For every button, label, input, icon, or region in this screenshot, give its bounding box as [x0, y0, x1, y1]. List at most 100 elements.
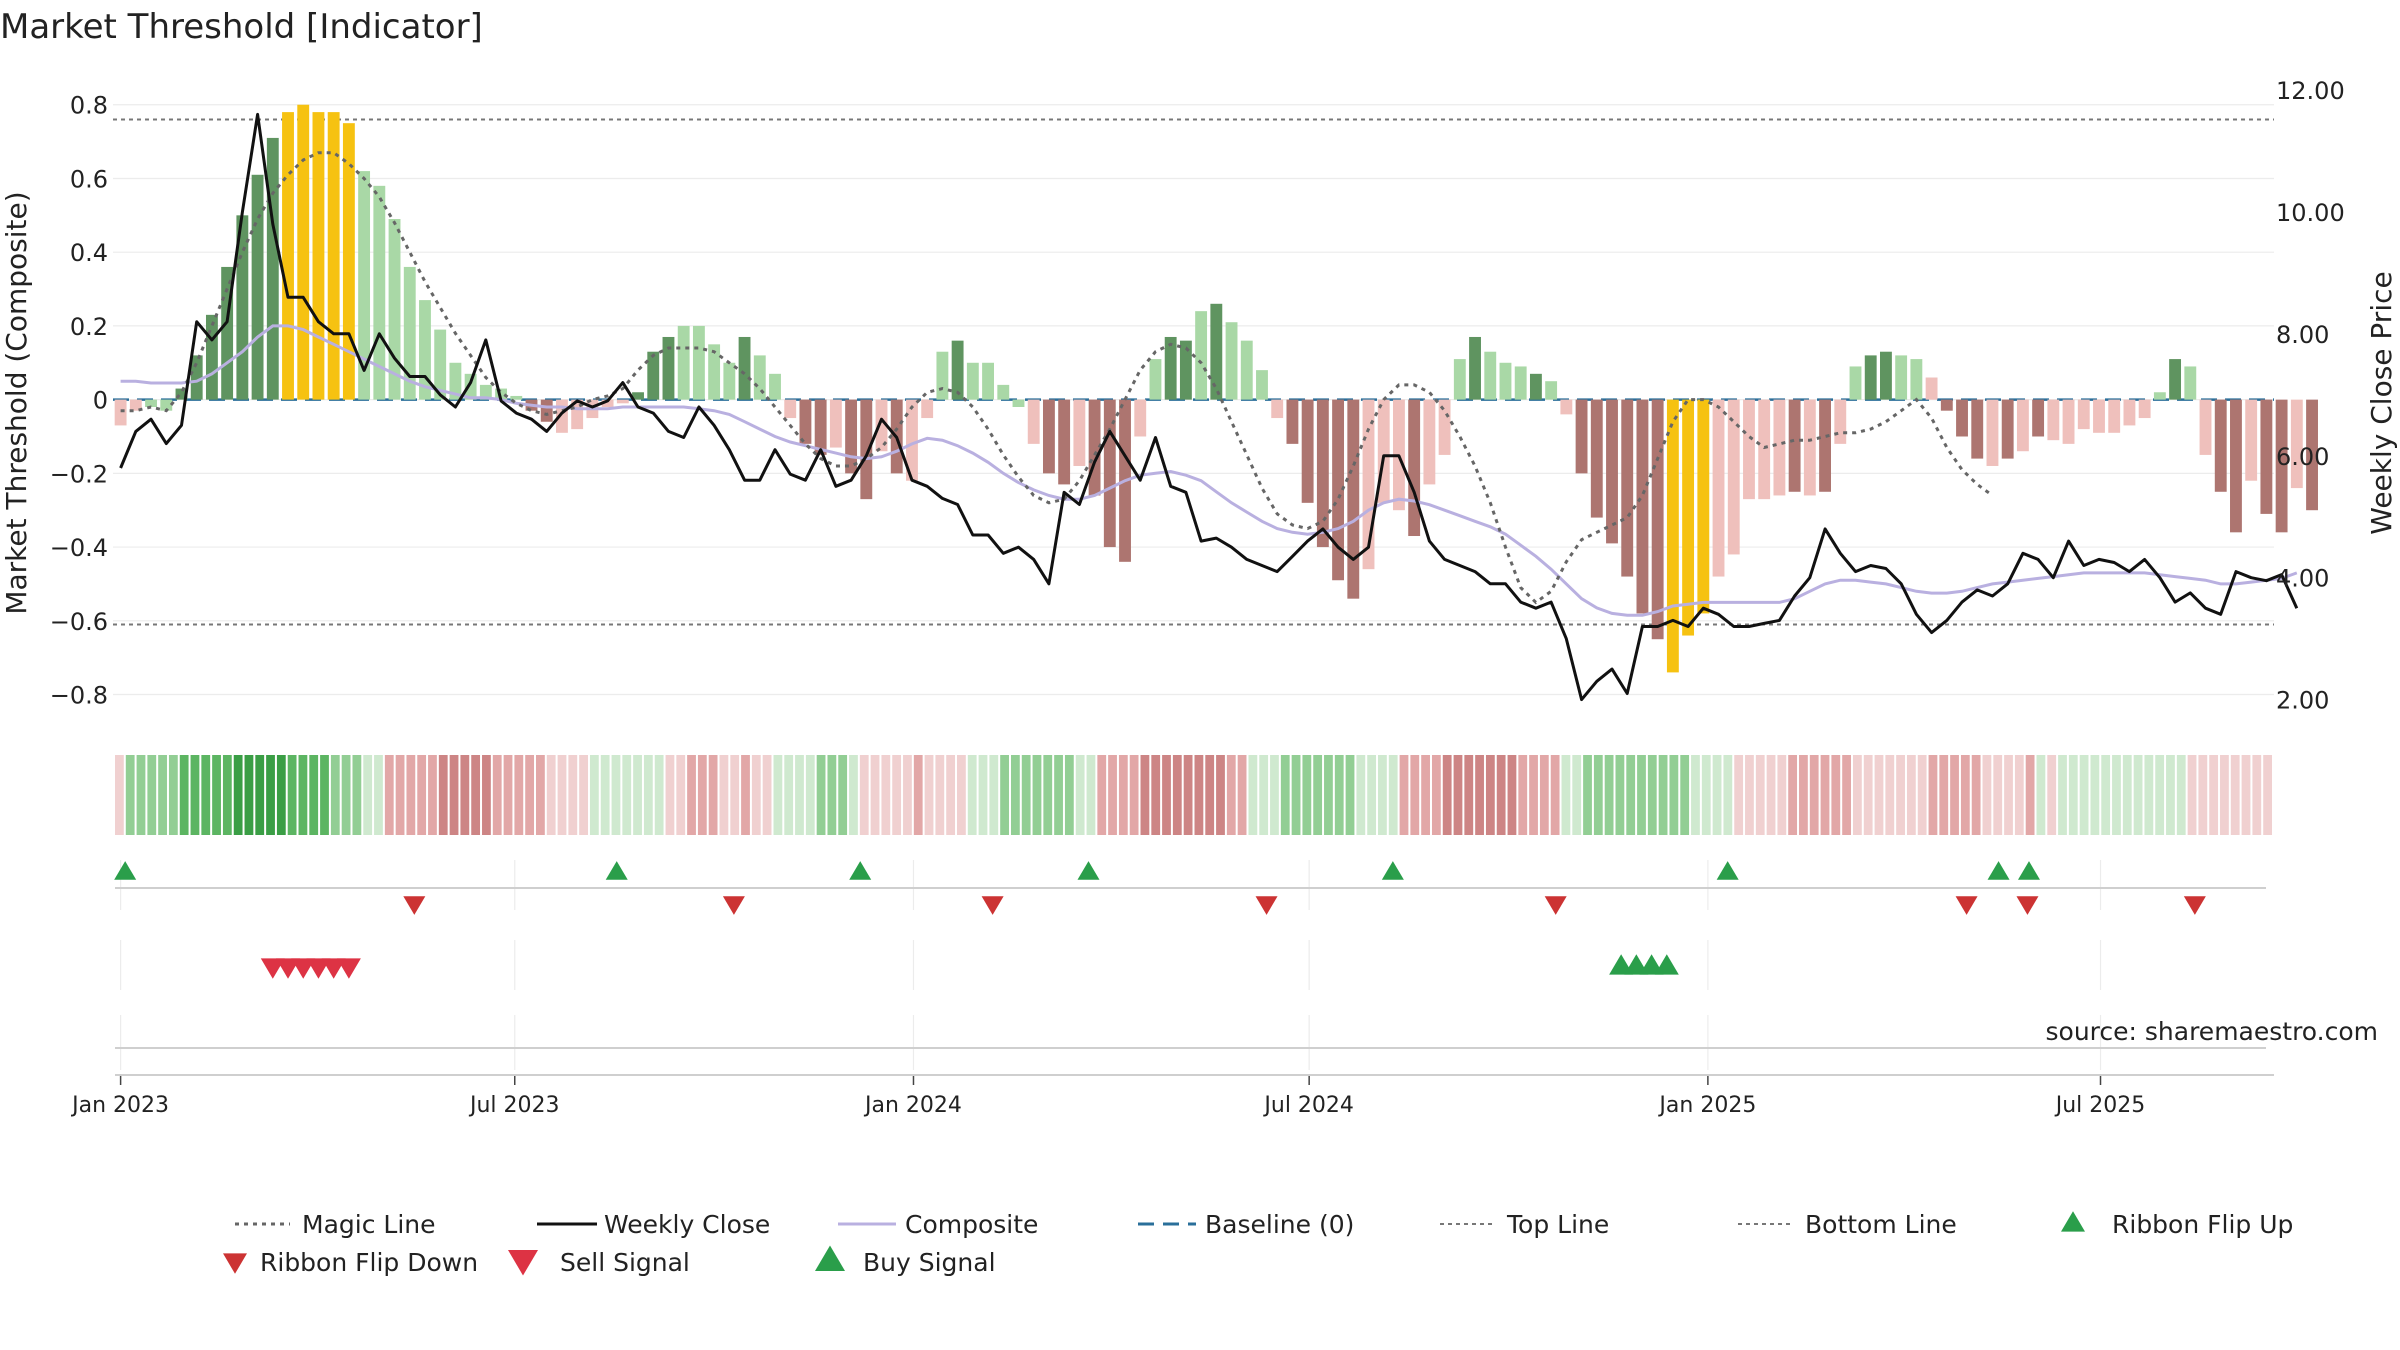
ribbon-cell — [1108, 755, 1117, 835]
x-tick-label: Jan 2023 — [70, 1093, 169, 1118]
ribbon-cell — [1939, 755, 1949, 835]
x-tick-label: Jul 2024 — [1262, 1093, 1354, 1118]
ribbon-flip-up-marker — [1987, 861, 2010, 880]
ribbon-cell — [589, 755, 599, 835]
composite-bar — [1332, 399, 1345, 581]
ribbon-cell — [503, 755, 513, 835]
composite-bar — [1195, 311, 1208, 400]
sell-signal-marker — [321, 958, 346, 979]
ribbon-cell — [1669, 755, 1679, 835]
composite-bar — [677, 325, 690, 400]
composite-bar — [616, 399, 629, 404]
ribbon-cell — [795, 755, 804, 835]
composite-bar — [951, 340, 964, 400]
ribbon-cell — [1572, 755, 1582, 835]
ribbon-cell — [1248, 755, 1258, 835]
ribbon-flip-down-marker — [1544, 896, 1567, 915]
x-axis: Jan 2023 Jul 2023 Jan 2024 Jul 2024 Jan 2025… — [70, 1074, 2274, 1118]
composite-bar — [1469, 336, 1481, 400]
ribbon-cell — [1960, 755, 1970, 835]
ribbon-cell — [1561, 755, 1571, 835]
composite-bar — [373, 185, 386, 400]
ribbon-cell — [622, 755, 632, 835]
ribbon-cell — [546, 755, 556, 835]
ribbon-cell — [1151, 755, 1161, 835]
legend-label: Sell Signal — [560, 1248, 690, 1277]
ribbon-cell — [1129, 755, 1139, 835]
ribbon-cell — [665, 755, 675, 835]
ribbon-cell — [147, 755, 157, 835]
ribbon-cell — [1550, 755, 1560, 835]
ribbon-cell — [1604, 755, 1614, 835]
ribbon-cell — [1820, 755, 1830, 835]
ribbon-cell — [1367, 755, 1377, 835]
composite-bar — [1027, 399, 1040, 444]
composite-bar — [1864, 355, 1877, 400]
ribbon-cell — [2036, 755, 2046, 835]
composite-bar — [1560, 399, 1573, 415]
ribbon-cell — [784, 755, 794, 835]
composite-bar — [266, 137, 279, 400]
legend-swatch-ribbon-flip-up — [2061, 1211, 2085, 1232]
composite-bar — [1849, 366, 1862, 400]
y-tick-label: 0.2 — [70, 313, 108, 341]
ribbon-cell — [1356, 755, 1366, 835]
composite-bar — [1058, 399, 1071, 485]
composite-bar — [1940, 399, 1953, 411]
ribbon-cell — [320, 755, 329, 835]
ribbon-cell — [946, 755, 956, 835]
composite-bar — [1621, 399, 1634, 577]
composite-bar — [1971, 399, 1984, 459]
ribbon-cell — [849, 755, 858, 835]
ribbon-cell — [384, 755, 394, 835]
composite-bar — [936, 351, 949, 400]
ribbon-cell — [244, 755, 254, 835]
composite-bar — [1773, 399, 1786, 496]
composite-bar — [312, 112, 325, 400]
ribbon-cell — [1712, 755, 1722, 835]
composite-bar — [1666, 399, 1679, 673]
ribbon-cell — [859, 755, 869, 835]
ribbon-cell — [773, 755, 783, 835]
ribbon-cell — [1097, 755, 1107, 835]
composite-bar — [434, 329, 447, 400]
ribbon-cell — [1766, 755, 1776, 835]
ribbon-cell — [924, 755, 934, 835]
composite-bar — [251, 174, 264, 400]
composite-bar — [160, 399, 173, 411]
composite-bar — [2275, 399, 2288, 533]
ribbon-cell — [2112, 755, 2121, 835]
y2-tick-label: 4.00 — [2276, 565, 2329, 593]
composite-bar — [1529, 373, 1542, 400]
composite-bar — [2123, 399, 2136, 426]
y-tick-label: 0.6 — [70, 165, 108, 193]
ribbon-cell — [978, 755, 988, 835]
ribbon-cell — [805, 755, 815, 835]
y-axis-right: 12.00 10.00 8.00 6.00 4.00 2.00 — [2276, 77, 2345, 715]
ribbon-cell — [115, 755, 124, 835]
ribbon-cell — [2101, 755, 2111, 835]
composite-bar — [601, 399, 614, 407]
ribbon-cell — [492, 755, 502, 835]
ribbon-cell — [2058, 755, 2067, 835]
legend-label: Ribbon Flip Down — [260, 1248, 478, 1277]
ribbon-cell — [266, 755, 275, 835]
ribbon-cell — [374, 755, 383, 835]
ribbon-cell — [708, 755, 718, 835]
ribbon-cell — [341, 755, 351, 835]
ribbon-cell — [719, 755, 729, 835]
ribbon-cell — [276, 755, 286, 835]
y2-tick-label: 8.00 — [2276, 321, 2329, 349]
composite-bar — [2214, 399, 2227, 492]
legend-label: Weekly Close — [604, 1210, 770, 1239]
ribbon-cell — [1647, 755, 1657, 835]
composite-bar — [1819, 399, 1831, 492]
composite-bar — [1316, 399, 1329, 548]
ribbon-cell — [1734, 755, 1744, 835]
ribbon-cell — [2068, 755, 2078, 835]
composite-bar — [738, 336, 751, 400]
sell-signal-marker — [306, 958, 331, 979]
ribbon-cell — [212, 755, 221, 835]
legend-swatch-ribbon-flip-down — [223, 1253, 247, 1274]
gridlines — [113, 104, 2274, 1070]
